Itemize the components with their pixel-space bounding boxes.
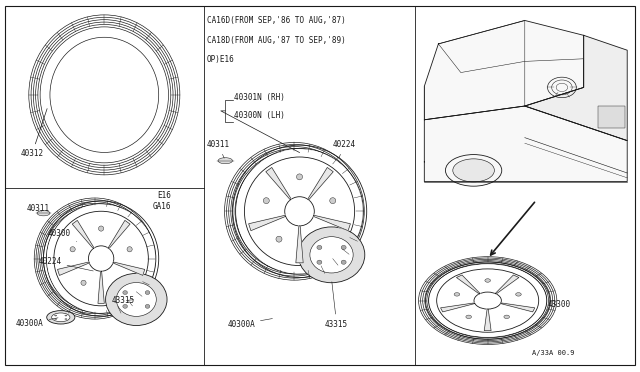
Polygon shape (314, 215, 350, 231)
Ellipse shape (99, 226, 104, 231)
Ellipse shape (504, 315, 509, 318)
Ellipse shape (50, 37, 159, 153)
Ellipse shape (145, 291, 150, 295)
Ellipse shape (40, 27, 168, 163)
Text: 43300: 43300 (547, 300, 570, 309)
Ellipse shape (466, 315, 472, 318)
Ellipse shape (54, 315, 57, 316)
Ellipse shape (123, 291, 127, 295)
Text: CA16D(FROM SEP,'86 TO AUG,'87): CA16D(FROM SEP,'86 TO AUG,'87) (207, 16, 346, 25)
Ellipse shape (127, 247, 132, 252)
Polygon shape (72, 220, 94, 248)
Text: GA16: GA16 (153, 202, 172, 211)
Ellipse shape (116, 280, 122, 285)
Text: A/33A 00.9: A/33A 00.9 (532, 350, 575, 356)
Text: 43315: 43315 (325, 282, 348, 328)
Polygon shape (113, 262, 145, 275)
Ellipse shape (429, 264, 546, 337)
Text: 40300A: 40300A (16, 318, 58, 327)
Ellipse shape (298, 227, 365, 283)
Polygon shape (266, 167, 291, 200)
Ellipse shape (145, 304, 150, 308)
Text: 40300: 40300 (48, 229, 77, 242)
Ellipse shape (263, 198, 269, 203)
Polygon shape (296, 226, 303, 263)
Polygon shape (308, 167, 333, 200)
Ellipse shape (317, 260, 322, 264)
Ellipse shape (235, 153, 354, 270)
Bar (598, 106, 625, 128)
Ellipse shape (116, 283, 156, 316)
Ellipse shape (516, 293, 521, 296)
Text: 43315: 43315 (112, 296, 135, 305)
Ellipse shape (285, 197, 314, 226)
Ellipse shape (88, 246, 114, 271)
Ellipse shape (341, 260, 346, 264)
Ellipse shape (54, 318, 57, 320)
Ellipse shape (438, 269, 538, 332)
Text: 40312: 40312 (20, 109, 47, 158)
Ellipse shape (54, 211, 148, 306)
Ellipse shape (330, 198, 336, 203)
Ellipse shape (317, 236, 323, 242)
Text: 40300A: 40300A (227, 318, 273, 328)
Ellipse shape (65, 318, 67, 320)
Text: 40311: 40311 (27, 204, 50, 213)
Ellipse shape (474, 292, 501, 309)
Ellipse shape (44, 207, 146, 310)
Polygon shape (249, 215, 285, 231)
Polygon shape (484, 309, 491, 331)
Text: 40311: 40311 (207, 140, 230, 158)
Polygon shape (98, 271, 104, 304)
Ellipse shape (429, 263, 547, 338)
Ellipse shape (341, 246, 346, 250)
Text: 40300N (LH): 40300N (LH) (234, 111, 284, 120)
Ellipse shape (65, 315, 67, 316)
Polygon shape (58, 262, 89, 275)
Polygon shape (424, 106, 627, 182)
Ellipse shape (244, 157, 355, 266)
Ellipse shape (218, 158, 232, 164)
Polygon shape (424, 20, 584, 120)
Ellipse shape (244, 162, 345, 261)
Ellipse shape (47, 204, 156, 313)
Ellipse shape (485, 279, 490, 282)
Ellipse shape (81, 280, 86, 285)
Polygon shape (525, 35, 627, 141)
Ellipse shape (51, 215, 138, 302)
Polygon shape (495, 275, 519, 294)
Text: OP)E16: OP)E16 (207, 55, 234, 64)
Polygon shape (500, 303, 535, 312)
Polygon shape (108, 220, 130, 248)
Text: 40224: 40224 (333, 140, 356, 158)
Ellipse shape (296, 174, 303, 180)
Ellipse shape (453, 159, 495, 182)
Ellipse shape (106, 273, 167, 326)
Ellipse shape (52, 313, 70, 322)
Text: 40301N (RH): 40301N (RH) (234, 93, 284, 102)
Ellipse shape (236, 149, 363, 273)
Polygon shape (440, 303, 475, 312)
Polygon shape (456, 275, 480, 294)
Ellipse shape (276, 236, 282, 242)
Ellipse shape (47, 311, 75, 324)
Text: E16: E16 (157, 191, 172, 200)
Ellipse shape (37, 211, 50, 216)
Ellipse shape (70, 247, 76, 252)
Ellipse shape (317, 246, 322, 250)
Ellipse shape (454, 293, 460, 296)
Ellipse shape (123, 304, 127, 308)
Text: CA18D(FROM AUG,'87 TO SEP,'89): CA18D(FROM AUG,'87 TO SEP,'89) (207, 36, 346, 45)
Ellipse shape (310, 237, 353, 273)
Ellipse shape (445, 155, 502, 186)
Text: 40224: 40224 (38, 257, 93, 271)
Ellipse shape (436, 269, 539, 332)
